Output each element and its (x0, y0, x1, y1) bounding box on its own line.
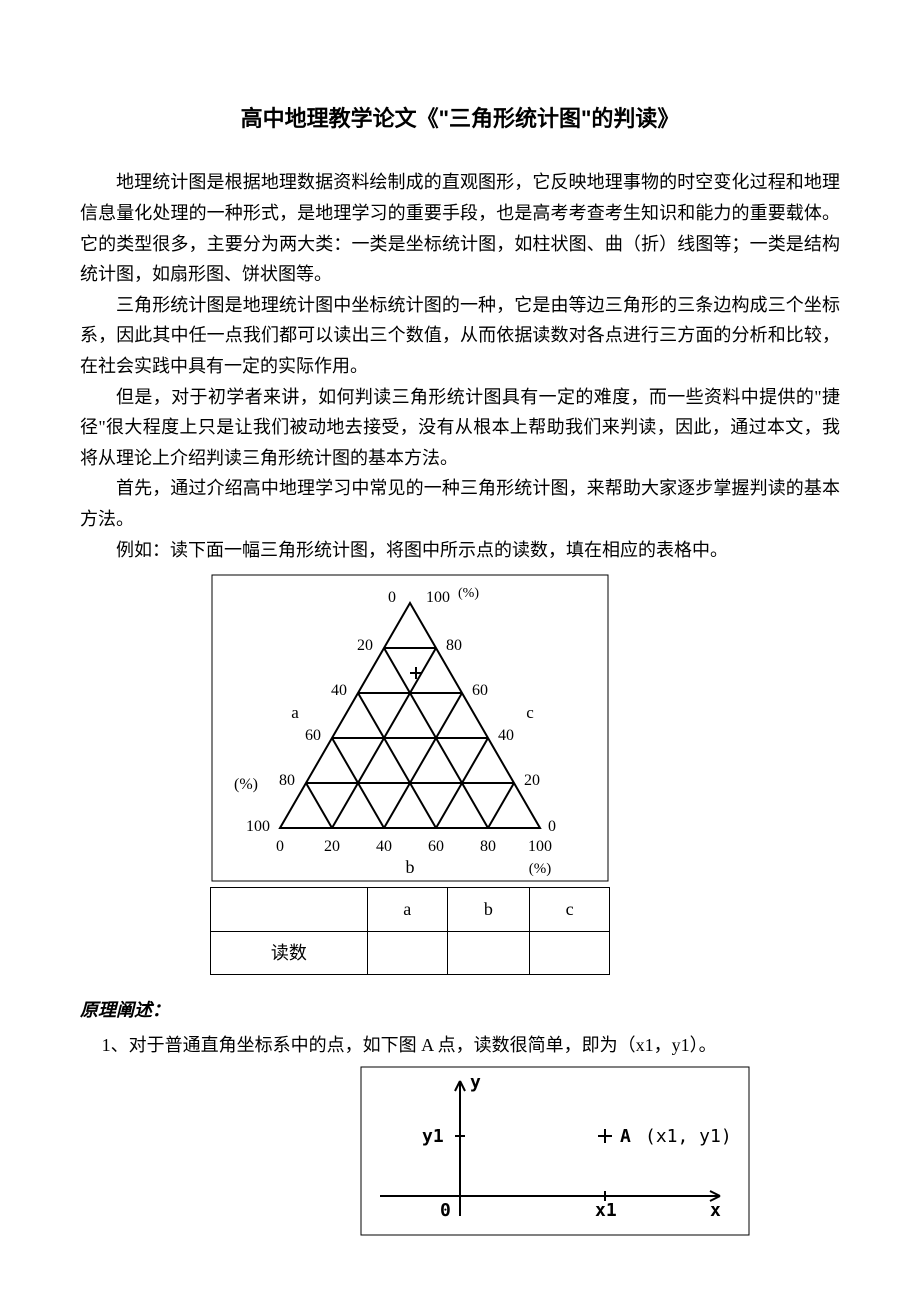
coord-y-label: y (470, 1072, 481, 1093)
ternary-bottom-tick-2: 40 (376, 838, 392, 855)
ternary-apex-percent: (%) (458, 586, 479, 601)
ternary-bottom-tick-4: 80 (480, 838, 496, 855)
table-cell-c (530, 931, 610, 975)
ternary-left-tick-0: 0 (388, 589, 396, 606)
coord-a-label: A (620, 1126, 631, 1147)
coord-x1-label: x1 (595, 1200, 617, 1221)
ternary-c-label: c (526, 703, 534, 722)
ternary-a-label: a (291, 703, 299, 722)
table-header-c: c (530, 888, 610, 932)
paragraph-4: 首先，通过介绍高中地理学习中常见的一种三角形统计图，来帮助大家逐步掌握判读的基本… (80, 473, 840, 534)
coord-a-coords: (x1, y1) (645, 1126, 732, 1147)
ternary-bottom-tick-1: 20 (324, 838, 340, 855)
ternary-diagram-wrap: 0 20 40 60 80 100 (%) a 100 (%) 80 60 40… (210, 573, 610, 975)
ternary-bottom-tick-5: 100 (528, 838, 552, 855)
ternary-bottom-tick-3: 60 (428, 838, 444, 855)
paragraph-3: 但是，对于初学者来讲，如何判读三角形统计图具有一定的难度，而一些资料中提供的"捷… (80, 382, 840, 474)
ternary-left-tick-2: 40 (331, 682, 347, 699)
table-header-a: a (367, 888, 447, 932)
ternary-right-tick-4: 20 (524, 772, 540, 789)
paragraph-1: 地理统计图是根据地理数据资料绘制成的直观图形，它反映地理事物的时空变化过程和地理… (80, 167, 840, 289)
table-header-b: b (447, 888, 530, 932)
table-cell-b (447, 931, 530, 975)
coord-y1-label: y1 (422, 1126, 444, 1147)
ternary-right-tick-1: 80 (446, 637, 462, 654)
ternary-left-tick-4: 80 (279, 772, 295, 789)
table-row: 读数 (211, 931, 610, 975)
ternary-left-tick-3: 60 (305, 727, 321, 744)
principle-heading: 原理阐述： (80, 995, 840, 1026)
ternary-left-tick-5: 100 (246, 818, 270, 835)
paragraph-5: 例如：读下面一幅三角形统计图，将图中所示点的读数，填在相应的表格中。 (80, 535, 840, 566)
table-header-row: a b c (211, 888, 610, 932)
ternary-bottom-tick-0: 0 (276, 838, 284, 855)
coord-x-label: x (710, 1200, 721, 1221)
coord-origin-label: 0 (440, 1200, 451, 1221)
ternary-left-percent: (%) (234, 776, 258, 793)
principle-item-1-prefix: 1、 (102, 1035, 129, 1055)
page-title: 高中地理教学论文《"三角形统计图"的判读》 (80, 100, 840, 137)
ternary-right-tick-2: 60 (472, 682, 488, 699)
coord-diagram: y x y1 x1 0 A (x1, y1) (360, 1066, 750, 1236)
ternary-right-tick-5: 0 (548, 818, 556, 835)
paragraph-2: 三角形统计图是地理统计图中坐标统计图的一种，它是由等边三角形的三条边构成三个坐标… (80, 290, 840, 382)
reading-table: a b c 读数 (210, 887, 610, 975)
ternary-b-label: b (406, 857, 415, 877)
table-row-label: 读数 (211, 931, 368, 975)
ternary-left-tick-1: 20 (357, 637, 373, 654)
ternary-apex-label: 100 (426, 589, 450, 606)
table-cell-a (367, 931, 447, 975)
ternary-right-tick-3: 40 (498, 727, 514, 744)
ternary-diagram: 0 20 40 60 80 100 (%) a 100 (%) 80 60 40… (210, 573, 610, 883)
principle-item-1-text: 对于普通直角坐标系中的点，如下图 A 点，读数很简单，即为（x1，y1）。 (129, 1035, 717, 1055)
table-header-blank (211, 888, 368, 932)
ternary-bottom-percent: (%) (529, 861, 552, 877)
principle-item-1: 1、对于普通直角坐标系中的点，如下图 A 点，读数很简单，即为（x1，y1）。 (102, 1030, 840, 1061)
